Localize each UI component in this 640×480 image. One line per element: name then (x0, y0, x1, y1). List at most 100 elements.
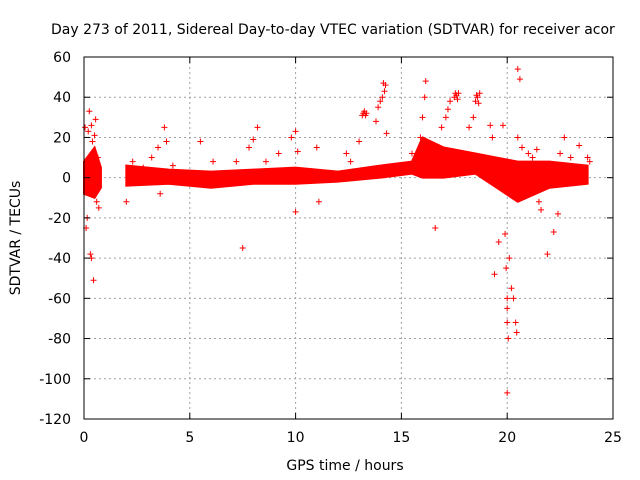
data-point (129, 158, 136, 165)
data-point (85, 128, 92, 135)
data-point (95, 204, 102, 211)
data-point (447, 98, 454, 105)
data-point (504, 295, 511, 302)
data-point (476, 90, 483, 97)
data-point (504, 319, 511, 326)
data-point (254, 124, 261, 131)
data-point (576, 142, 583, 149)
plot-frame (83, 56, 614, 420)
data-point (519, 144, 526, 151)
data-point (161, 124, 168, 131)
data-point (472, 98, 479, 105)
data-point (262, 158, 269, 165)
x-tick-label: 15 (392, 430, 410, 446)
x-axis-label: GPS time / hours (286, 458, 403, 474)
x-tick-label: 10 (287, 430, 305, 446)
data-point (455, 90, 462, 97)
data-point (157, 190, 164, 197)
data-point (363, 110, 370, 117)
data-point (516, 76, 523, 83)
data-point (375, 104, 382, 111)
data-point (504, 305, 511, 312)
data-point (91, 132, 98, 139)
data-point (419, 114, 426, 121)
data-point (246, 144, 253, 151)
data-point (347, 158, 354, 165)
data-point (510, 295, 517, 302)
x-tick-label: 0 (80, 430, 89, 446)
data-point (92, 116, 99, 123)
x-tick-label: 25 (604, 430, 622, 446)
data-point (544, 251, 551, 258)
data-point (356, 138, 363, 145)
data-point (89, 138, 96, 145)
data-point (504, 389, 511, 396)
data-point (377, 98, 384, 105)
data-point (506, 255, 513, 262)
y-tick-label: 0 (62, 171, 71, 187)
data-point (557, 150, 564, 157)
data-point (489, 134, 496, 141)
data-point (383, 130, 390, 137)
data-point (250, 136, 257, 143)
data-point (88, 122, 95, 129)
data-point (586, 158, 593, 165)
data-point (379, 94, 386, 101)
y-tick-label: -120 (39, 412, 71, 428)
data-point (148, 154, 155, 161)
data-point (422, 78, 429, 85)
data-points (82, 66, 593, 396)
y-tick-label: -80 (48, 332, 71, 348)
data-point (123, 198, 130, 205)
data-point (561, 134, 568, 141)
data-point (487, 122, 494, 129)
data-point (466, 124, 473, 131)
data-point (233, 158, 240, 165)
data-point (454, 96, 461, 103)
data-point (292, 208, 299, 215)
data-point (550, 228, 557, 235)
data-point (421, 94, 428, 101)
data-point (197, 138, 204, 145)
data-point (417, 134, 424, 141)
y-tick-label: -100 (39, 372, 71, 388)
data-point (514, 134, 521, 141)
data-point (163, 138, 170, 145)
y-tick-label: -40 (48, 251, 71, 267)
data-point (505, 335, 512, 342)
data-point (491, 271, 498, 278)
data-point (513, 329, 520, 336)
x-tick-label: 20 (498, 430, 516, 446)
y-tick-label: -60 (48, 291, 71, 307)
data-point (508, 285, 515, 292)
data-point (502, 230, 509, 237)
data-point (567, 154, 574, 161)
y-axis-label: SDTVAR / TECUs (8, 181, 24, 296)
data-point (294, 148, 301, 155)
y-tick-label: 40 (53, 90, 71, 106)
data-point (381, 88, 388, 95)
data-point (442, 114, 449, 121)
data-point (503, 265, 510, 272)
data-point (343, 150, 350, 157)
dense-band (125, 136, 589, 203)
data-point (82, 124, 89, 131)
data-point (373, 118, 380, 125)
data-point (140, 164, 147, 171)
data-point (584, 154, 591, 161)
data-point (155, 144, 162, 151)
data-point (475, 100, 482, 107)
data-point (474, 94, 481, 101)
data-point (554, 210, 561, 217)
data-point (169, 162, 176, 169)
data-point (495, 239, 502, 246)
data-point (87, 251, 94, 258)
data-point (538, 206, 545, 213)
y-tick-label: 60 (53, 50, 71, 66)
data-band (83, 136, 589, 203)
chart-title: Day 273 of 2011, Sidereal Day-to-day VTE… (51, 22, 615, 38)
data-point (239, 245, 246, 252)
data-point (313, 144, 320, 151)
data-point (288, 134, 295, 141)
